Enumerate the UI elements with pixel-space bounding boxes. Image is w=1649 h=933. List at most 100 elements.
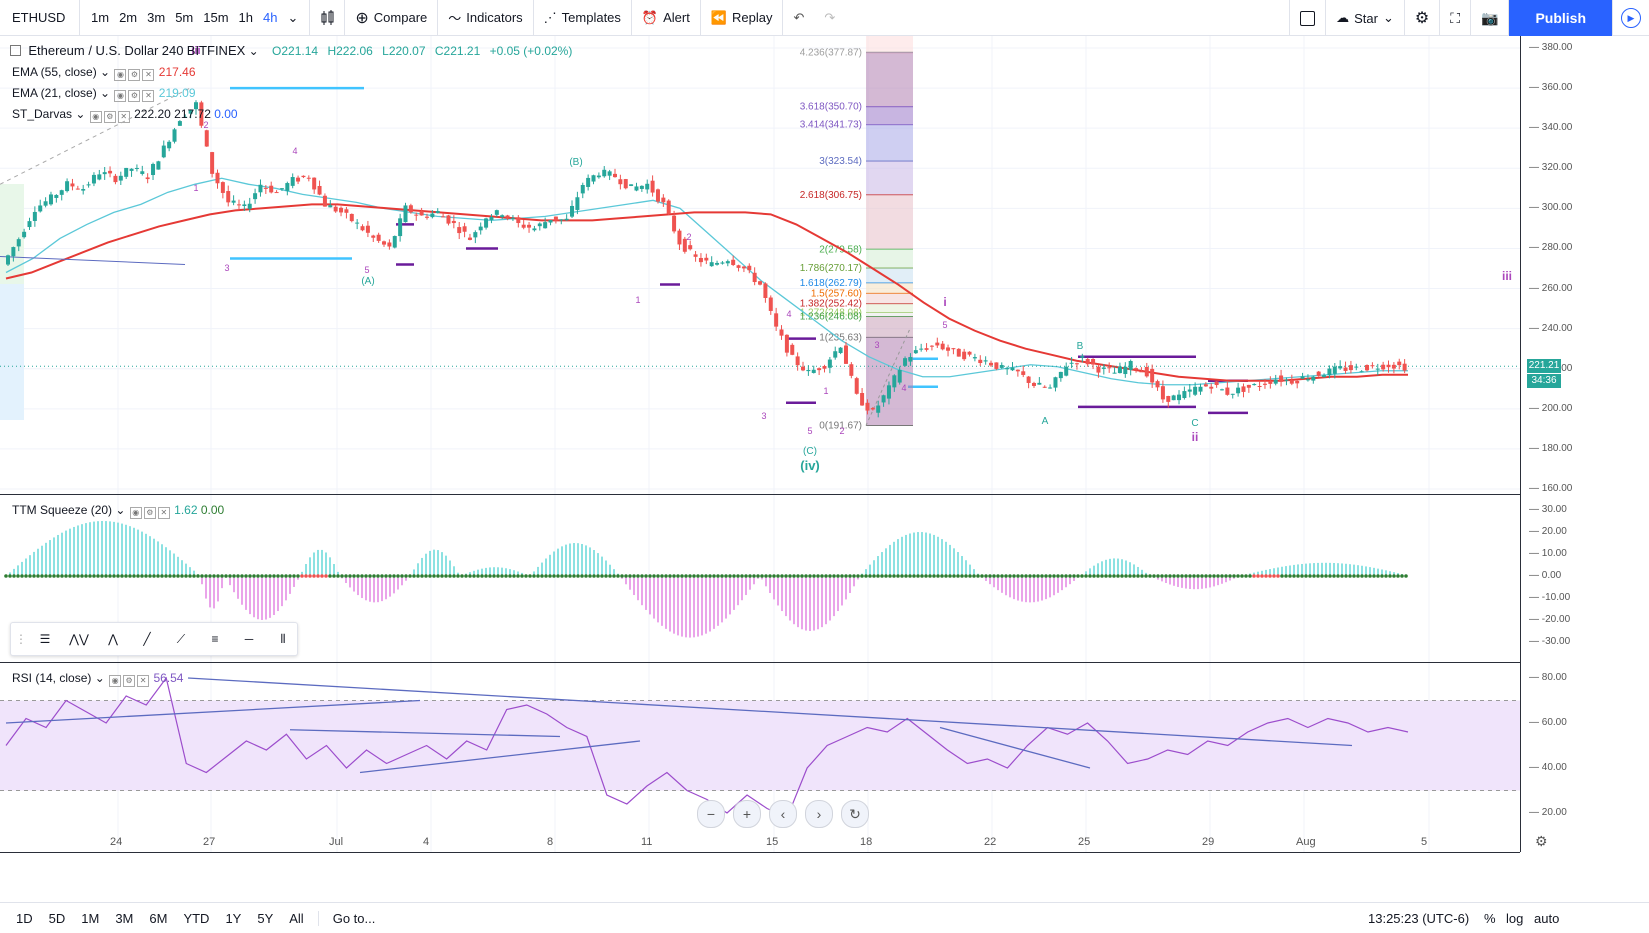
eye-icon[interactable]: ◉ [129,507,142,519]
fib-icon[interactable]: ≡ [211,632,219,646]
pane-separator[interactable] [0,494,1520,495]
rsi-tick: — 60.00 [1529,717,1567,728]
close-icon[interactable]: ✕ [142,69,155,81]
interval-5m[interactable]: 5m [175,10,194,25]
rsi-legend[interactable]: RSI (14, close) ⌄ ◉ ⚙ ✕ 56.54 [12,671,183,687]
scroll-left-button[interactable]: ‹ [769,800,797,828]
candle-body [194,102,199,110]
interval-2m[interactable]: 2m [119,10,138,25]
darvas-legend[interactable]: ST_Darvas ⌄ ◉ ⚙ ✕ 222.20 217.72 0.00 [12,107,238,123]
ttm-legend[interactable]: TTM Squeeze (20) ⌄ ◉ ⚙ ✕ 1.62 0.00 [12,503,224,519]
fullscreen-button[interactable]: ⛶ [1440,0,1471,36]
candle-body [1058,371,1063,379]
fullscreen-layout-button[interactable] [1289,0,1327,36]
close-icon[interactable]: ✕ [157,507,170,519]
reset-chart-button[interactable]: ↻ [841,800,869,828]
ema21-legend[interactable]: EMA (21, close) ⌄ ◉ ⚙ ✕ 219.09 [12,86,196,102]
right-panel-toggle[interactable]: ▶ [1612,0,1649,36]
alert-button[interactable]: ⏰ Alert [632,0,701,36]
range-ytd[interactable]: YTD [183,910,210,926]
close-icon[interactable]: ✕ [142,90,155,102]
range-1m[interactable]: 1M [81,910,100,926]
ray-icon[interactable]: ⟋ [176,631,186,646]
zoom-out-button[interactable]: − [697,800,725,828]
percent-toggle[interactable]: % [1484,910,1496,926]
candle-body [48,194,53,205]
interval-3m[interactable]: 3m [147,10,166,25]
replay-button[interactable]: ⏪ Replay [701,0,784,36]
ttm-tick: — -20.00 [1529,614,1571,625]
chart-type-button[interactable] [310,0,346,36]
settings-icon[interactable]: ⚙ [103,111,116,123]
undo-button[interactable]: ↶ [793,9,805,25]
log-toggle[interactable]: log [1506,910,1524,926]
settings-icon[interactable]: ⚙ [128,90,141,102]
interval-1m[interactable]: 1m [91,10,110,25]
layout-star-button[interactable]: ☁ Star ⌄ [1326,0,1405,36]
range-5y[interactable]: 5Y [257,910,274,926]
ttm-dot [1160,574,1164,578]
price-axis[interactable]: — 380.00 — 360.00 — 340.00 — 320.00 — 300.00… [1521,36,1649,494]
templates-label: Templates [561,10,621,25]
ttm-dot [1132,574,1136,578]
time-tick: 11 [641,836,653,848]
ttm-dot [268,574,272,578]
settings-icon[interactable]: ⚙ [128,69,141,81]
collapse-icon[interactable] [10,45,21,56]
range-3m[interactable]: 3M [115,910,134,926]
rsi-axis[interactable]: — 80.00 — 60.00 — 40.00 — 20.00 [1521,662,1649,852]
candle-body [1123,366,1128,375]
drag-handle-icon[interactable]: ⋮ [15,632,27,646]
lines-icon[interactable]: ☰ [39,632,51,646]
compare-button[interactable]: ⊕ Compare [345,0,439,36]
bars-icon[interactable]: ⫴ [280,631,286,646]
indicators-button[interactable]: 〜 Indicators [438,0,534,36]
settings-icon[interactable]: ⚙ [123,675,136,687]
eye-icon[interactable]: ◉ [109,675,122,687]
redo-button[interactable]: ↷ [824,9,836,25]
zoom-in-button[interactable]: + [733,800,761,828]
ema55-legend[interactable]: EMA (55, close) ⌄ ◉ ⚙ ✕ 217.46 [12,65,196,81]
chevron-down-icon[interactable]: ⌄ [248,44,259,58]
axis-settings-button[interactable]: ⚙ [1535,833,1548,850]
settings-button[interactable]: ⚙ [1405,0,1441,36]
range-5d[interactable]: 5D [48,910,66,926]
symbol-search[interactable]: ETHUSD [0,0,80,36]
scroll-right-button[interactable]: › [805,800,833,828]
interval-1h[interactable]: 1h [238,10,254,25]
candle-body [833,351,838,358]
interval-4h[interactable]: 4h [263,10,278,25]
close-icon[interactable]: ✕ [137,675,150,687]
clock[interactable]: 13:25:23 (UTC-6) [1368,910,1470,926]
ema21-line [5,177,1408,386]
close-icon[interactable]: ✕ [117,111,130,123]
wave-abc-icon[interactable]: ⋀ [108,632,118,646]
horizontal-line-icon[interactable]: ─ [244,632,254,646]
ttm-axis[interactable]: — 30.00 — 20.00 — 10.00 — 0.00 — -10.00 — -20… [1521,494,1649,662]
eye-icon[interactable]: ◉ [114,69,127,81]
trendline-icon[interactable]: ╱ [143,632,151,646]
candle-body [6,255,10,265]
candle-body [1005,368,1010,370]
auto-toggle[interactable]: auto [1534,910,1560,926]
snapshot-button[interactable]: 📷 [1471,0,1510,36]
eye-icon[interactable]: ◉ [89,111,102,123]
range-1y[interactable]: 1Y [225,910,242,926]
chart-canvas[interactable]: 4.236(377.87) 3.618(350.70) 3.414(341.73) 3… [0,36,1649,902]
range-6m[interactable]: 6M [149,910,168,926]
interval-15m[interactable]: 15m [203,10,229,25]
candle-body [645,183,650,190]
publish-button[interactable]: Publish [1509,0,1612,36]
pane-separator[interactable] [0,662,1520,663]
goto-button[interactable]: Go to... [317,910,384,926]
ttm-dot [904,574,908,578]
range-all[interactable]: All [289,910,304,926]
time-axis[interactable]: 24 27 Jul 4 8 11 15 18 22 25 29 Aug 5 [0,836,1520,852]
eye-icon[interactable]: ◉ [114,90,127,102]
settings-icon[interactable]: ⚙ [143,507,156,519]
range-1d[interactable]: 1D [16,910,33,926]
ttm-dot [872,574,876,578]
templates-button[interactable]: ⋰ Templates [534,0,632,36]
wave-12345-icon[interactable]: ⋀⋁ [69,632,89,646]
chevron-down-icon[interactable]: ⌄ [287,9,299,25]
